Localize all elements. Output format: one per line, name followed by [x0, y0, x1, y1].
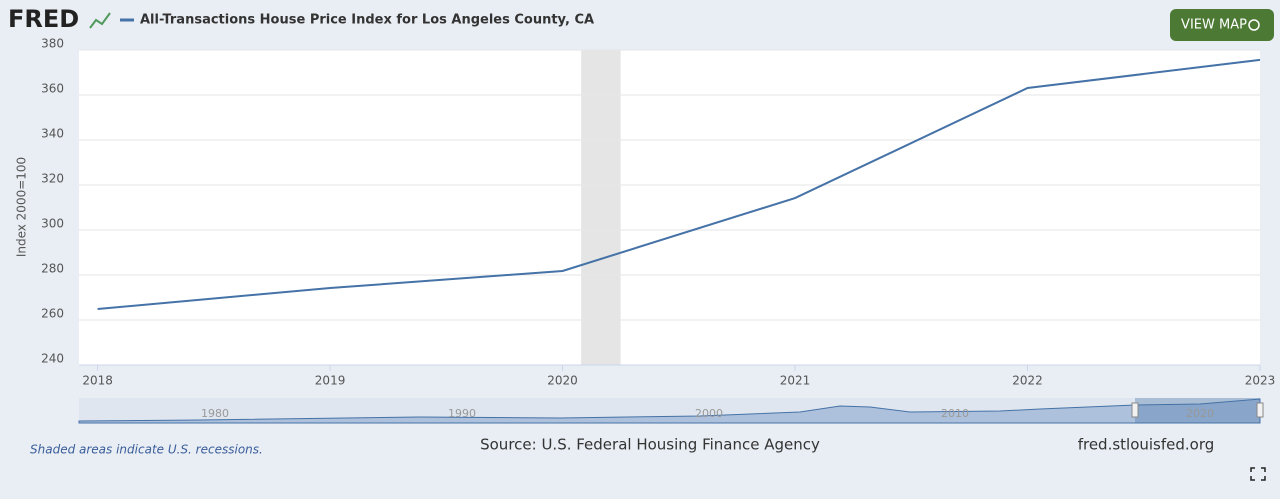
navigator-label: 1990	[448, 407, 476, 420]
y-tick-label: 260	[41, 307, 64, 321]
fullscreen-icon[interactable]	[1250, 467, 1266, 481]
chart-title: All-Transactions House Price Index for L…	[140, 13, 594, 28]
navigator-handle[interactable]	[1131, 402, 1139, 418]
y-tick-label: 360	[41, 82, 64, 96]
site: fred.stlouisfed.org	[1078, 436, 1215, 454]
x-tick-label: 2018	[82, 374, 113, 388]
y-tick-label: 340	[41, 127, 64, 141]
x-tick-label: 2023	[1245, 374, 1276, 388]
navigator-label: 2000	[695, 407, 723, 420]
logo-icon	[89, 12, 111, 29]
navigator-label: 1980	[201, 407, 229, 420]
y-tick-label: 240	[41, 352, 64, 366]
x-tick-label: 2020	[547, 374, 578, 388]
navigator-handle[interactable]	[1256, 402, 1264, 418]
x-tick-label: 2021	[780, 374, 811, 388]
logo: FRED	[8, 5, 79, 33]
source: Source: U.S. Federal Housing Finance Age…	[480, 436, 820, 454]
y-tick-label: 280	[41, 262, 64, 276]
y-tick-label: 300	[41, 217, 64, 231]
y-tick-label: 320	[41, 172, 64, 186]
navigator-label: 2020	[1186, 407, 1214, 420]
x-tick-label: 2019	[315, 374, 346, 388]
globe-icon	[1248, 19, 1260, 31]
recession-band	[581, 50, 621, 365]
view-map-button[interactable]	[1170, 9, 1274, 41]
navigator-label: 2010	[941, 407, 969, 420]
plot-area	[79, 50, 1260, 365]
button-label[interactable]: VIEW MAP	[1181, 18, 1247, 33]
navigator-selection	[1135, 398, 1260, 423]
recession-note: Shaded areas indicate U.S. recessions.	[30, 443, 263, 457]
y-axis-label: Index 2000=100	[15, 157, 29, 257]
x-tick-label: 2022	[1012, 374, 1043, 388]
series-line	[97, 58, 1261, 310]
y-tick-label: 380	[41, 37, 64, 51]
